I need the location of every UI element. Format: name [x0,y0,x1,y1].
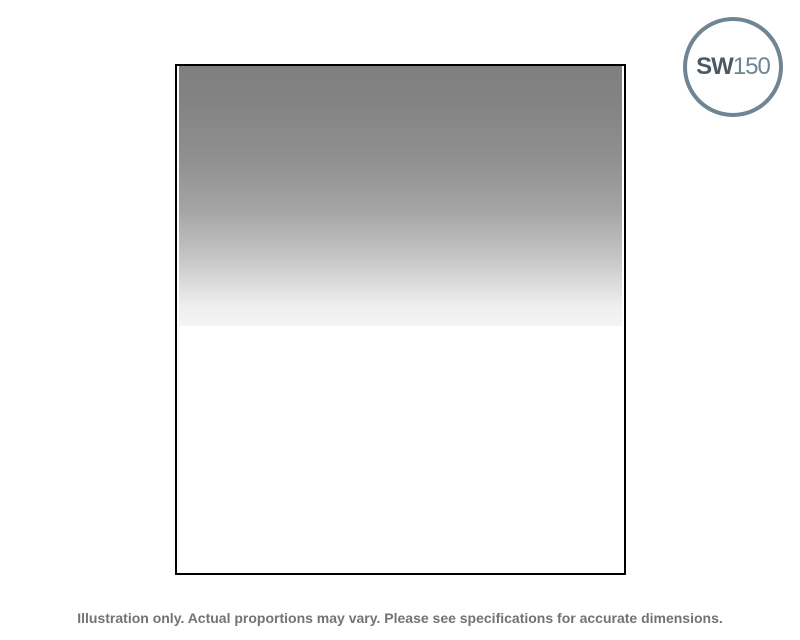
badge-label: SW150 [696,53,771,81]
badge-prefix: SW [696,53,734,80]
sw150-badge-logo: SW150 [683,17,783,117]
disclaimer-caption: Illustration only. Actual proportions ma… [77,610,723,626]
filter-illustration [175,64,626,575]
graduated-density-gradient [179,66,622,326]
badge-number: 150 [732,53,771,80]
